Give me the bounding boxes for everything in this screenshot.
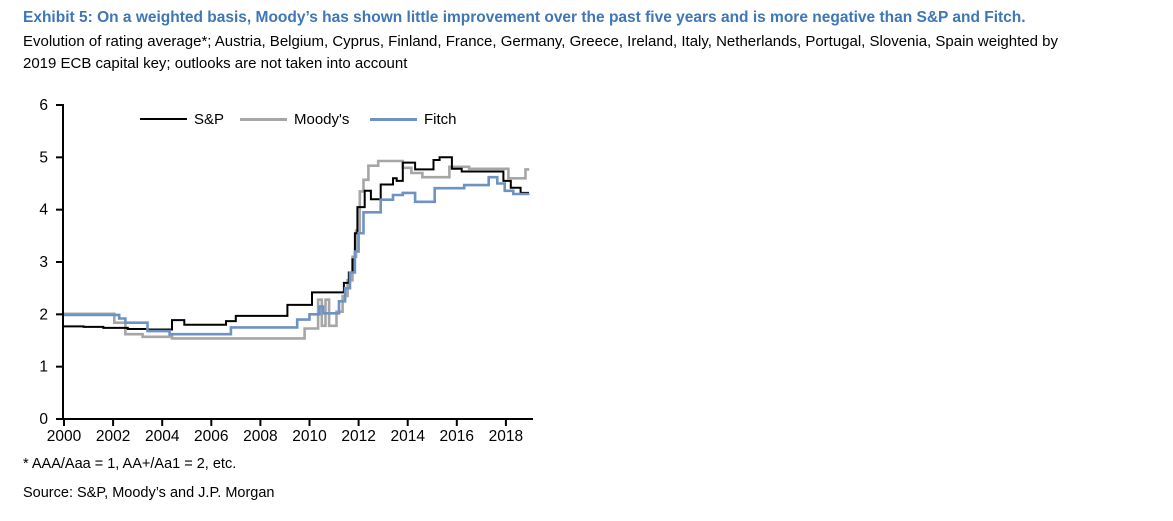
series-line-sp xyxy=(64,156,530,331)
y-tick-label: 5 xyxy=(39,149,48,166)
y-tick-label: 6 xyxy=(39,97,48,114)
x-tick-label: 2010 xyxy=(292,428,327,445)
legend-item-fitch: Fitch xyxy=(370,110,457,128)
footnote-rating-scale: * AAA/Aaa = 1, AA+/Aa1 = 2, etc. xyxy=(23,456,237,472)
legend-label-fitch: Fitch xyxy=(424,110,457,128)
legend-label-moodys: Moody's xyxy=(294,110,350,128)
fitch-line-swatch xyxy=(370,117,417,121)
legend-label-sp: S&P xyxy=(194,110,225,128)
x-tick-label: 2014 xyxy=(390,428,425,445)
legend-item-sp: S&P xyxy=(140,110,225,128)
y-tick-label: 1 xyxy=(39,359,48,376)
x-tick-label: 2018 xyxy=(489,428,523,445)
x-tick-label: 2002 xyxy=(96,428,130,445)
exhibit-subtitle-line1: Evolution of rating average*; Austria, B… xyxy=(23,33,1058,50)
series-line-fitch xyxy=(64,175,530,336)
x-tick-label: 2006 xyxy=(194,428,228,445)
y-tick-label: 4 xyxy=(39,202,48,219)
footnote-source: Source: S&P, Moody’s and J.P. Morgan xyxy=(23,485,275,501)
exhibit-subtitle-line2: 2019 ECB capital key; outlooks are not t… xyxy=(23,55,408,72)
x-tick-label: 2000 xyxy=(47,428,82,445)
y-tick-label: 3 xyxy=(39,254,48,271)
moodys-line-swatch xyxy=(240,117,287,121)
x-tick-label: 2004 xyxy=(145,428,180,445)
x-tick-label: 2016 xyxy=(440,428,474,445)
y-tick-label: 2 xyxy=(39,306,48,323)
exhibit-title: Exhibit 5: On a weighted basis, Moody’s … xyxy=(23,9,1026,26)
x-tick-label: 2008 xyxy=(243,428,277,445)
x-tick-label: 2012 xyxy=(341,428,375,445)
legend-item-moodys: Moody's xyxy=(240,110,350,128)
y-tick-label: 0 xyxy=(39,411,48,428)
sp-line-swatch xyxy=(140,118,187,120)
